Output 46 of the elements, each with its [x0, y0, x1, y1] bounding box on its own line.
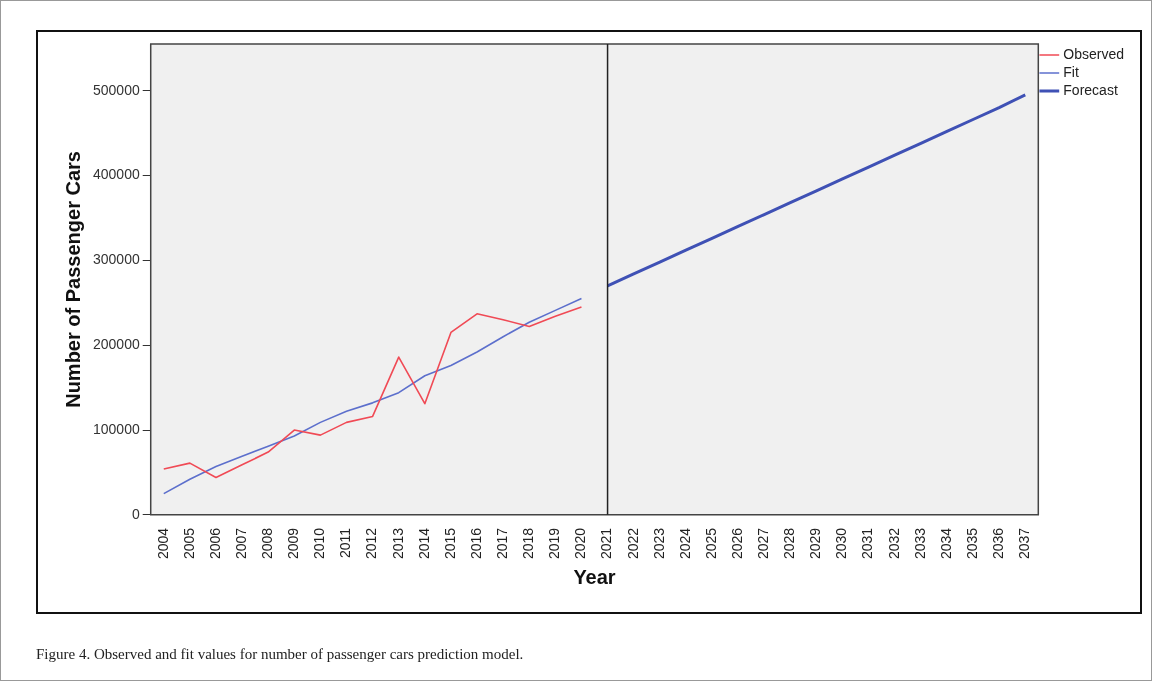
- x-tick-label: 2004: [154, 527, 171, 560]
- legend-label: Forecast: [1063, 81, 1118, 98]
- y-axis-title: Number of Passenger Cars: [61, 151, 84, 408]
- x-tick-label: 2031: [859, 527, 876, 560]
- x-tick-label: 2023: [650, 527, 667, 560]
- x-tick-label: 2011: [337, 527, 354, 558]
- x-tick-label: 2032: [885, 527, 902, 560]
- x-tick-label: 2013: [389, 527, 406, 560]
- x-tick-label: 2018: [520, 527, 537, 560]
- x-tick-label: 2026: [728, 527, 745, 560]
- x-tick-label: 2024: [676, 527, 693, 560]
- x-tick-label: 2019: [546, 527, 563, 560]
- x-tick-label: 2036: [990, 527, 1006, 560]
- caption: Figure 4. Observed and fit values for number of passenger cars prediction model.: [36, 646, 524, 663]
- x-tick-label: 2015: [441, 527, 458, 560]
- x-tick-label: 2030: [833, 527, 850, 560]
- x-axis-title: Year: [573, 565, 616, 588]
- y-tick-label: 300000: [93, 251, 140, 268]
- x-tick-label: 2014: [415, 527, 432, 560]
- x-tick-label: 2009: [285, 527, 302, 560]
- legend-label: Fit: [1063, 63, 1079, 80]
- y-tick-label: 100000: [93, 420, 140, 437]
- x-tick-label: 2010: [311, 527, 328, 560]
- y-tick-label: 400000: [93, 166, 140, 183]
- legend-label: Observed: [1063, 45, 1125, 62]
- x-tick-label: 2029: [807, 527, 824, 560]
- x-tick-label: 2022: [624, 527, 641, 560]
- x-tick-label: 2028: [781, 527, 798, 560]
- x-tick-label: 2027: [755, 527, 772, 560]
- x-tick-label: 2037: [1016, 527, 1033, 560]
- y-tick-label: 500000: [93, 81, 140, 98]
- x-tick-label: 2021: [598, 527, 615, 560]
- x-tick-label: 2025: [702, 527, 719, 560]
- y-tick-label: 0: [131, 505, 140, 522]
- x-tick-label: 2005: [180, 527, 197, 560]
- x-tick-label: 2033: [911, 527, 928, 560]
- x-tick-label: 2006: [206, 527, 223, 560]
- x-tick-label: 2012: [363, 527, 380, 560]
- x-tick-label: 2008: [259, 527, 276, 560]
- x-tick-label: 2034: [937, 527, 954, 560]
- x-tick-label: 2007: [232, 527, 249, 560]
- x-tick-label: 2016: [467, 527, 484, 560]
- x-tick-label: 2017: [494, 527, 510, 560]
- x-tick-label: 2020: [572, 527, 589, 560]
- x-tick-label: 2035: [963, 527, 980, 560]
- y-tick-label: 200000: [93, 336, 140, 353]
